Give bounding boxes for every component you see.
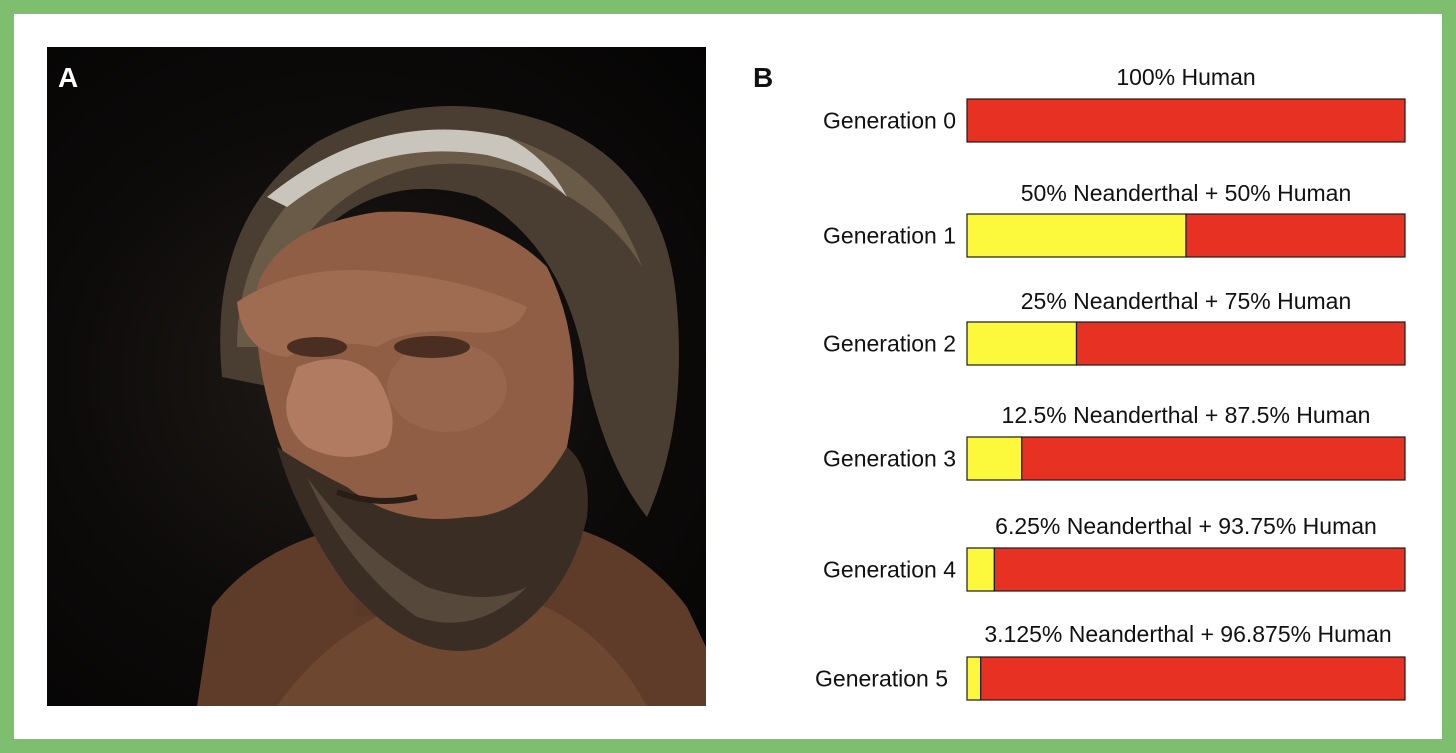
category-label-4: Generation 4 (823, 557, 956, 583)
bar-segment-human-2 (1075, 321, 1406, 366)
bar-data-label-4: 6.25% Neanderthal + 93.75% Human (995, 513, 1377, 539)
bar-segment-human-1 (1185, 213, 1406, 258)
bar-data-label-1: 50% Neanderthal + 50% Human (1021, 180, 1352, 206)
bar-segment-neanderthal-4 (966, 547, 995, 592)
panel-a-label: A (58, 62, 79, 93)
bar-data-label-3: 12.5% Neanderthal + 87.5% Human (1002, 402, 1371, 428)
bar-data-label-0: 100% Human (1116, 64, 1255, 90)
bar-segment-human-0 (966, 98, 1406, 143)
neanderthal-illustration (197, 106, 706, 706)
bar-segment-human-3 (1021, 436, 1406, 481)
bar-segment-human-5 (980, 656, 1406, 701)
category-label-5: Generation 5 (815, 666, 948, 692)
bar-segment-neanderthal-2 (966, 321, 1078, 366)
bar-data-label-2: 25% Neanderthal + 75% Human (1021, 288, 1352, 314)
bar-segment-neanderthal-1 (966, 213, 1187, 258)
neanderthal-photo (47, 47, 706, 706)
category-label-3: Generation 3 (823, 446, 956, 472)
bar-segment-neanderthal-5 (966, 656, 982, 701)
category-label-0: Generation 0 (823, 108, 956, 134)
bar-segment-neanderthal-3 (966, 436, 1023, 481)
category-label-1: Generation 1 (823, 223, 956, 249)
bar-segment-human-4 (993, 547, 1406, 592)
category-label-2: Generation 2 (823, 331, 956, 357)
panel-b-label: B (753, 62, 774, 93)
bar-data-label-5: 3.125% Neanderthal + 96.875% Human (984, 621, 1391, 647)
